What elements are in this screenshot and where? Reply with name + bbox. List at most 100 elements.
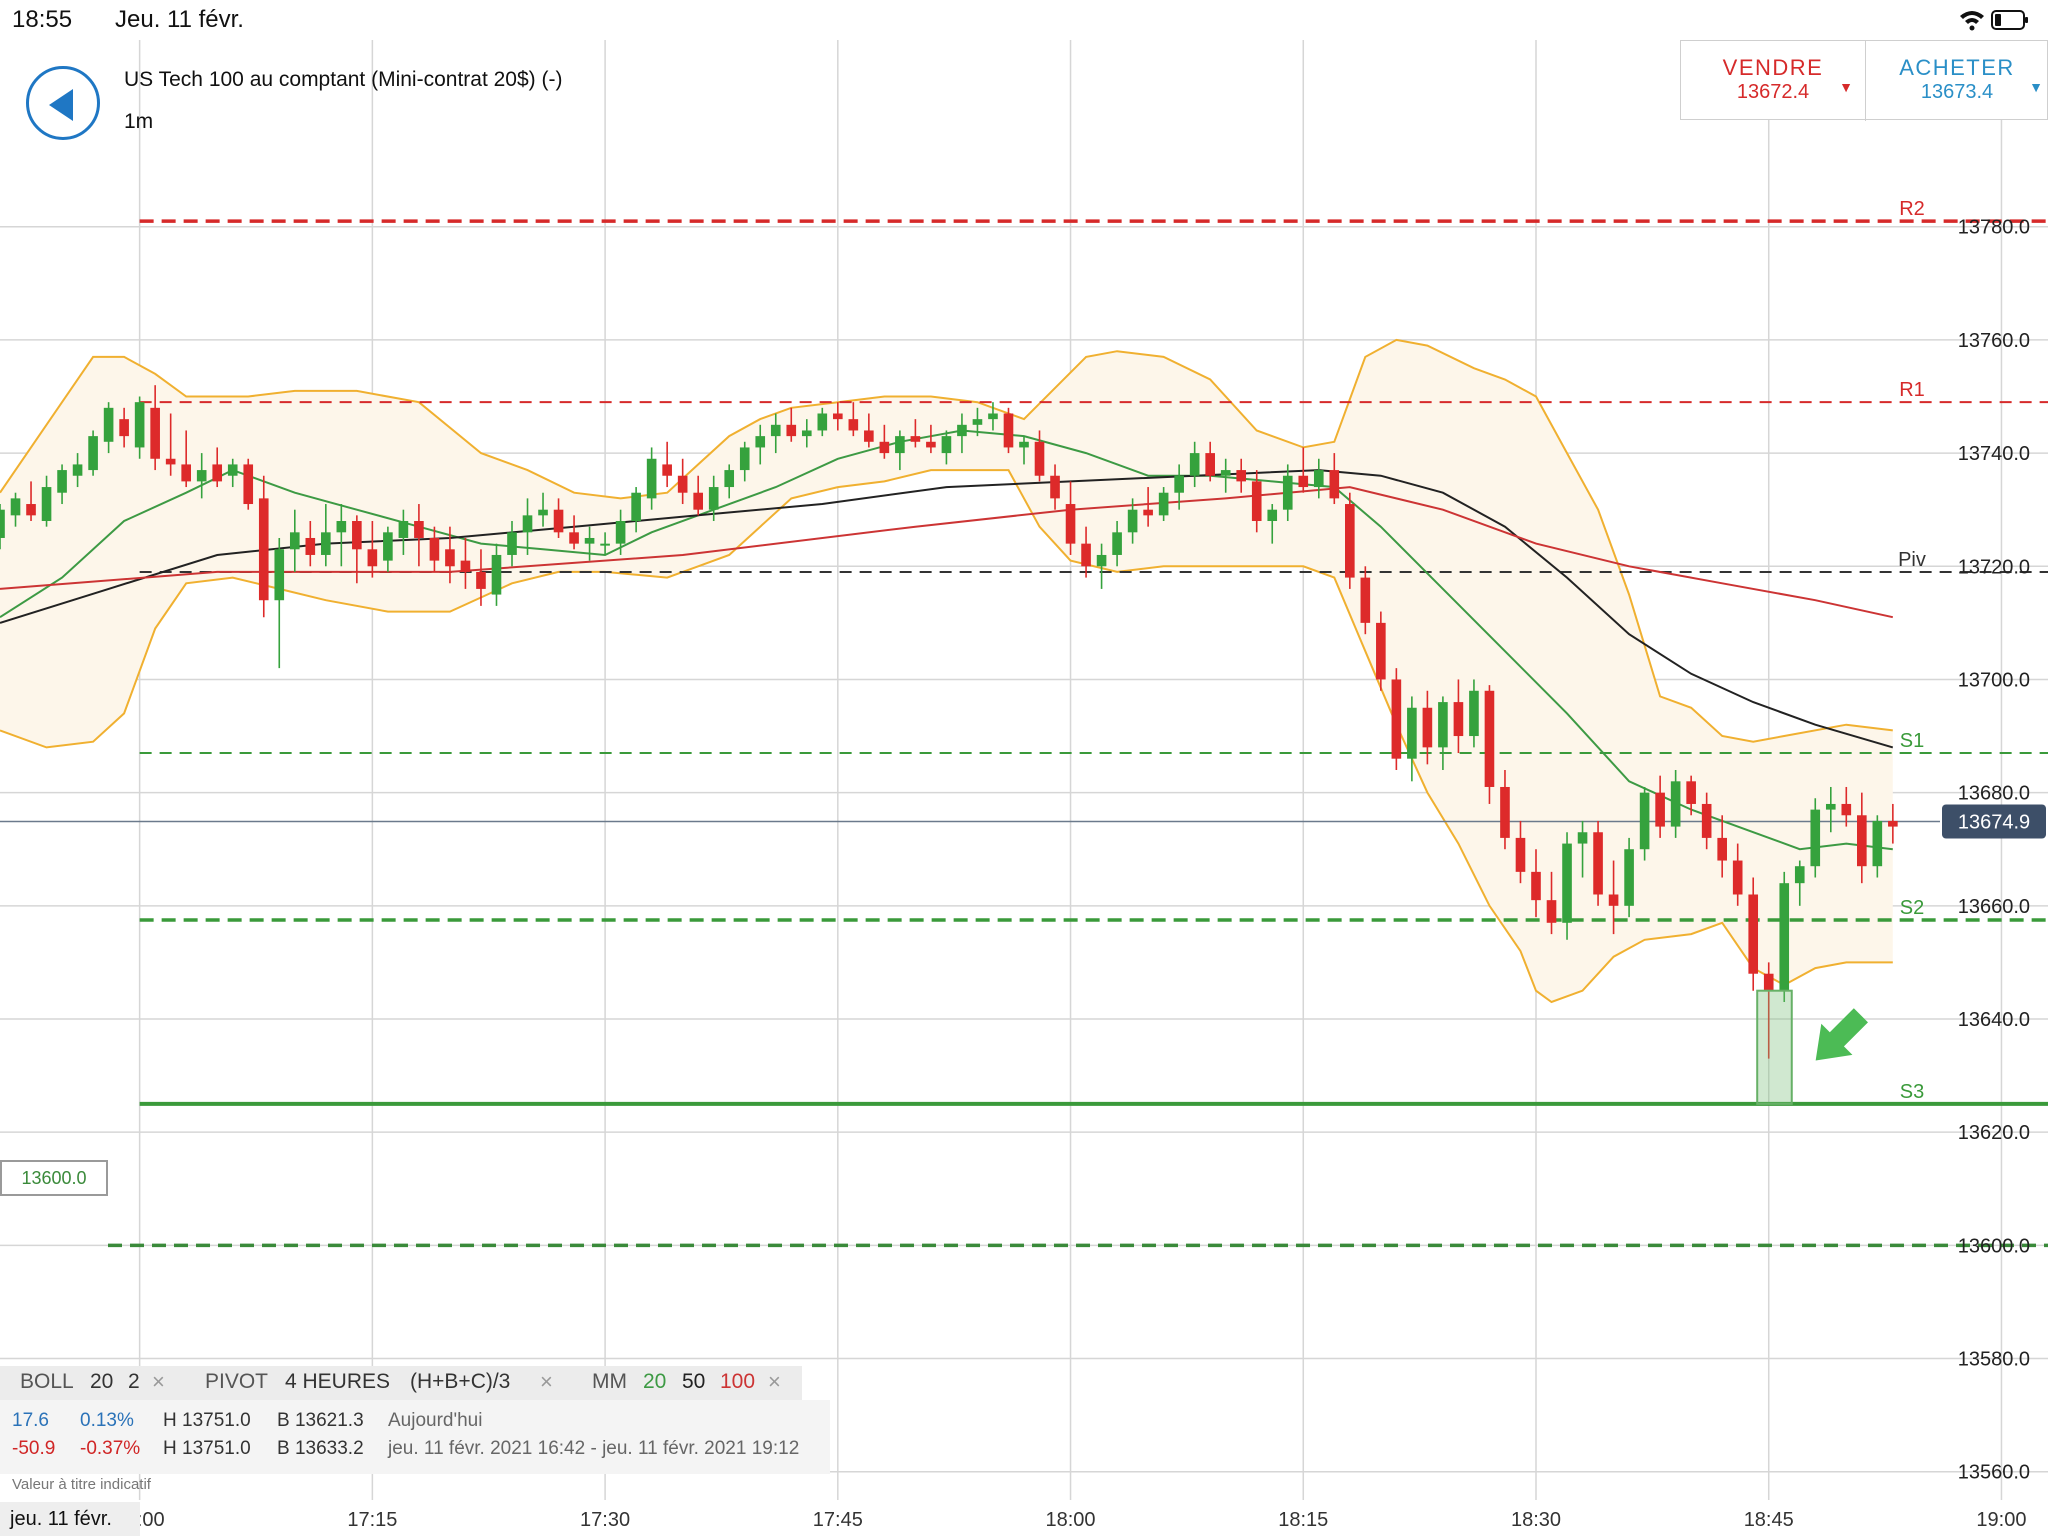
candle <box>801 419 812 448</box>
candle-body <box>41 487 52 522</box>
candle <box>212 447 223 488</box>
candle <box>1143 487 1153 527</box>
back-button[interactable] <box>26 66 100 140</box>
candle-body <box>1407 707 1417 759</box>
candle-body <box>895 436 905 454</box>
bollinger-upper-line <box>0 338 1893 743</box>
candle <box>1438 696 1448 770</box>
boll-name[interactable]: BOLL <box>20 1370 74 1393</box>
candle-body <box>1748 894 1759 974</box>
candle-body <box>1391 679 1402 759</box>
x-tick-label: 18:45 <box>1744 1509 1794 1531</box>
candle-body <box>460 560 471 572</box>
buy-button[interactable]: ACHETER 13673.4 ▼ <box>1865 41 2048 121</box>
candle <box>972 407 983 437</box>
candle-body <box>1453 702 1464 737</box>
y-tick-label: 13760.0 <box>1958 330 2030 352</box>
status-date: Jeu. 11 févr. <box>115 6 244 33</box>
candle <box>398 509 409 555</box>
candle-body <box>786 424 797 437</box>
candle-body <box>1282 475 1293 510</box>
candle-body <box>321 532 331 555</box>
sell-button[interactable]: VENDRE 13672.4 ▼ <box>1681 41 1866 121</box>
candle <box>1794 860 1805 906</box>
candle <box>1546 871 1557 935</box>
y-tick-label: 13780.0 <box>1958 217 2030 239</box>
candle-body <box>864 430 874 442</box>
candle-body <box>926 441 936 448</box>
candle <box>57 464 67 505</box>
candle-body <box>72 464 83 476</box>
stat-high-range: H 13751.0 <box>163 1438 251 1459</box>
candle <box>724 464 735 499</box>
stat-low-today: B 13621.3 <box>277 1410 364 1431</box>
candle <box>957 413 967 454</box>
candle-body <box>522 515 533 533</box>
candle <box>1624 837 1634 918</box>
candle <box>1267 504 1278 544</box>
candle-body <box>848 419 859 431</box>
candle-body <box>1376 622 1386 680</box>
stat-high-today: H 13751.0 <box>163 1410 251 1431</box>
candle-body <box>227 464 238 476</box>
mm-period-20: 20 <box>643 1370 667 1393</box>
candle <box>864 413 874 448</box>
candle-body <box>569 532 579 544</box>
candle <box>1407 696 1417 782</box>
candle <box>1174 464 1184 510</box>
remove-pivot-icon[interactable]: × <box>540 1369 553 1394</box>
sell-trend-down-icon: ▼ <box>1839 79 1853 95</box>
instrument-name: US Tech 100 au comptant (Mini-contrat 20… <box>124 68 563 91</box>
timeframe-label[interactable]: 1m <box>124 110 154 133</box>
candle <box>1376 611 1386 691</box>
y-tick-label: 13560.0 <box>1958 1462 2030 1484</box>
candle <box>1825 786 1836 833</box>
candle-body <box>1438 702 1448 748</box>
candle-body <box>134 402 145 448</box>
candle-body <box>801 430 812 437</box>
remove-boll-icon[interactable]: × <box>152 1369 165 1394</box>
candle-body <box>1127 509 1138 533</box>
candle-body <box>414 521 424 538</box>
candle-body <box>243 464 254 505</box>
candle-body <box>1189 453 1200 476</box>
candle <box>1034 430 1045 482</box>
y-tick-label: 13720.0 <box>1958 556 2030 578</box>
candle <box>600 532 610 555</box>
candle <box>1282 464 1293 522</box>
candle-body <box>10 498 21 516</box>
mm-name[interactable]: MM <box>592 1370 627 1393</box>
candle-body <box>1158 492 1169 516</box>
candle-body <box>1298 475 1309 488</box>
candle <box>352 515 362 584</box>
candle <box>584 526 595 561</box>
indicator-bar: BOLL 20 2 × PIVOT 4 HEURES (H+B+C)/3 × M… <box>0 1366 802 1402</box>
candle <box>336 504 347 567</box>
candle-body <box>1701 803 1712 838</box>
candle <box>1158 487 1169 522</box>
candle <box>538 492 548 527</box>
candle <box>321 504 331 567</box>
candle <box>941 430 952 465</box>
candle-body <box>988 413 998 420</box>
candle-body <box>1251 481 1262 522</box>
candle-body <box>770 424 781 437</box>
candle <box>1531 849 1541 918</box>
wifi-icon <box>1960 11 1984 31</box>
candle-body <box>274 549 285 601</box>
remove-mm-icon[interactable]: × <box>768 1369 781 1394</box>
candle <box>119 407 129 448</box>
candle <box>72 453 83 488</box>
x-tick-label: 17:30 <box>580 1509 630 1531</box>
candle <box>507 521 517 567</box>
candle-body <box>1034 441 1045 476</box>
candle <box>553 498 564 538</box>
candle <box>1329 453 1340 505</box>
sell-price: 13672.4 <box>1736 81 1810 103</box>
candle <box>910 419 921 448</box>
alert-level-box[interactable]: 13600.0 <box>0 1160 108 1196</box>
candle-body <box>957 424 967 437</box>
bollinger-lower-line <box>0 469 1893 1004</box>
pivot-name[interactable]: PIVOT <box>205 1370 269 1393</box>
